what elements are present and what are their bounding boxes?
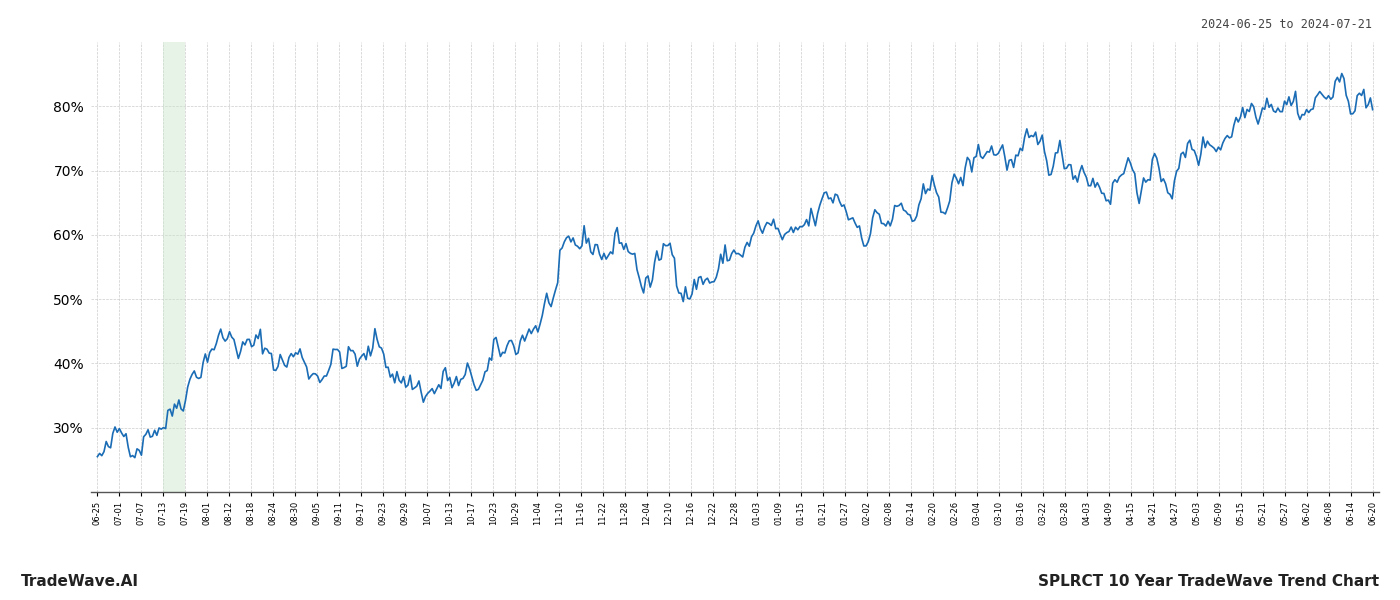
- Text: 2024-06-25 to 2024-07-21: 2024-06-25 to 2024-07-21: [1201, 18, 1372, 31]
- Bar: [164, 42, 185, 492]
- Text: SPLRCT 10 Year TradeWave Trend Chart: SPLRCT 10 Year TradeWave Trend Chart: [1037, 574, 1379, 589]
- Text: TradeWave.AI: TradeWave.AI: [21, 574, 139, 589]
